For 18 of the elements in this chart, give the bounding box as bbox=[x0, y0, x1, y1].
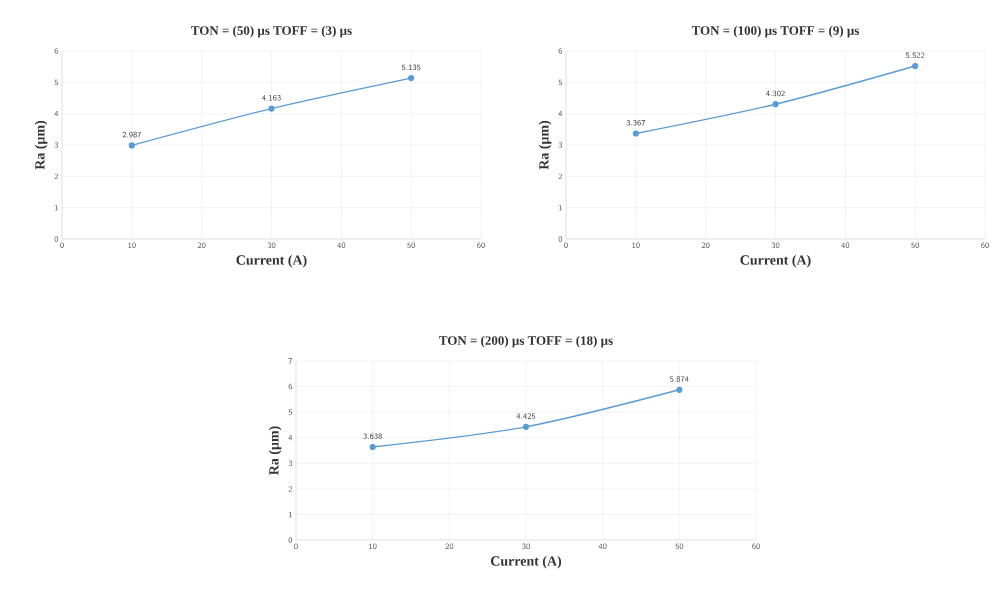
point bbox=[522, 423, 530, 430]
point bbox=[128, 142, 135, 149]
chart-title: TON = (100) µs TOFF = (9) µs bbox=[691, 25, 860, 38]
point bbox=[268, 105, 275, 112]
point bbox=[369, 443, 376, 451]
chart-title: TON = (200) µs TOFF = (18) µs bbox=[439, 335, 613, 348]
x-axis-title: Current (A) bbox=[490, 555, 562, 569]
point bbox=[912, 62, 919, 70]
point bbox=[632, 130, 639, 137]
y-axis-title: Ra (µm) bbox=[34, 120, 48, 170]
y-axis-title: Ra (µm) bbox=[268, 426, 282, 475]
point bbox=[772, 101, 779, 108]
x-axis-title: Current (A) bbox=[740, 254, 811, 268]
y-axis-title: Ra (µm) bbox=[538, 120, 552, 170]
chart-title: TON = (50) µs TOFF = (3) µs bbox=[191, 25, 352, 38]
point bbox=[676, 386, 683, 393]
x-axis-title: Current (A) bbox=[236, 254, 307, 268]
point bbox=[408, 75, 415, 82]
